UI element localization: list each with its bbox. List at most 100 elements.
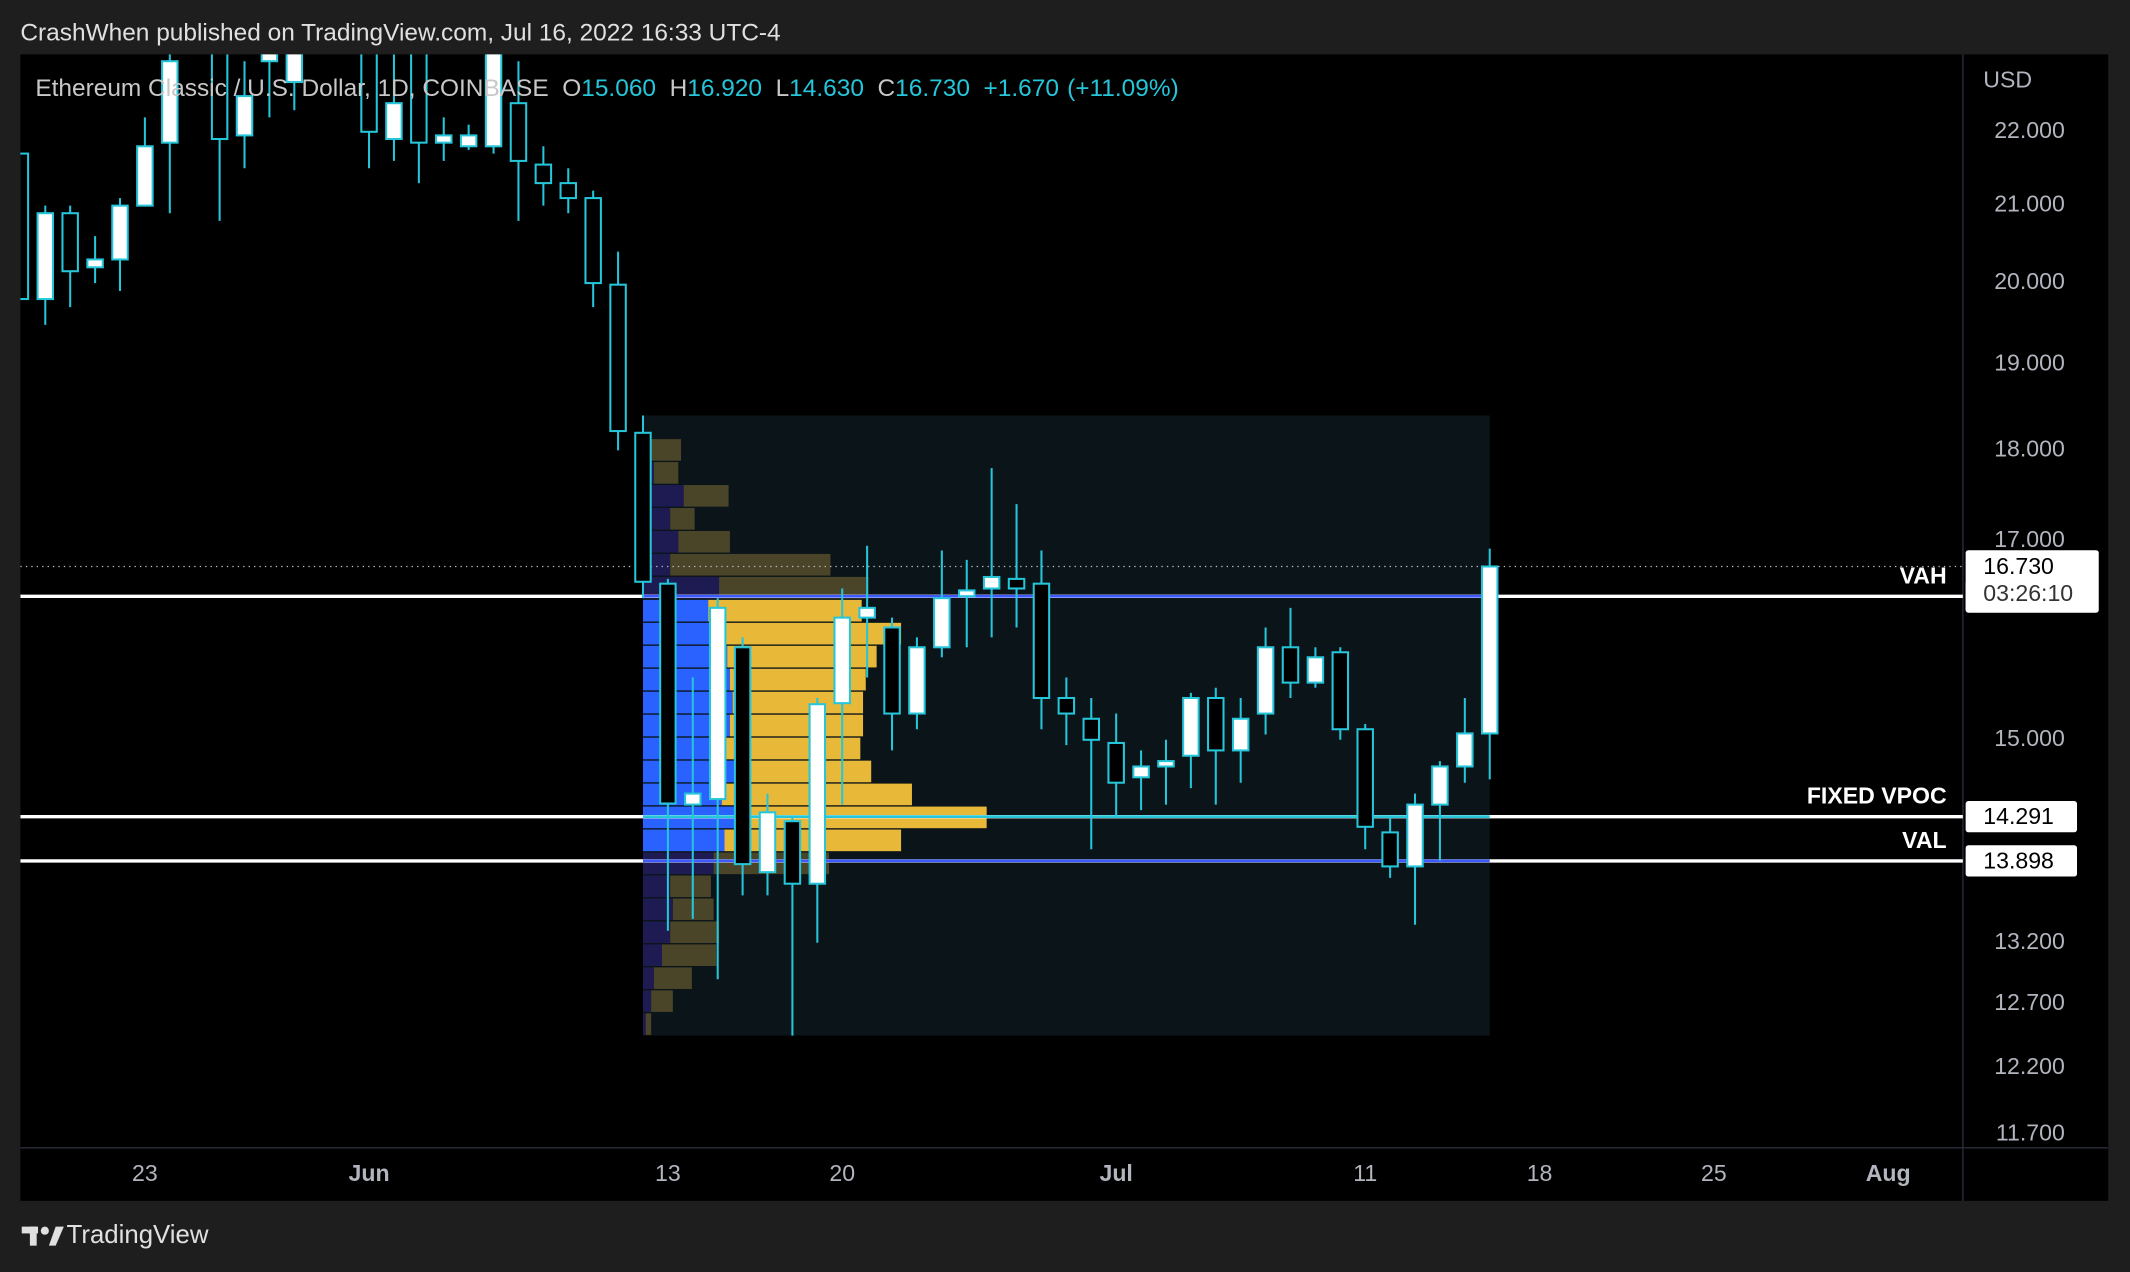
candle-body [509,102,528,162]
candle-body [659,582,677,805]
profile-up [642,829,725,852]
candle-body [733,646,752,866]
candle-body [1007,577,1026,590]
x-tick-label: 11 [1353,1160,1377,1186]
candle-body [1057,696,1076,715]
profile-up [642,967,654,989]
legend-value: 16.730 [895,75,970,102]
overlay: USD Ethereum Classic / U.S. Dollar, 1D, … [35,67,2099,1186]
candle-body [1182,696,1200,757]
publisher: CrashWhen published on TradingView.com, … [20,19,780,46]
legend-value: 16.920 [687,75,762,102]
candle-body [559,182,578,200]
candle-body [609,283,627,433]
candle-body [783,820,802,885]
level-name: FIXED VPOC [1807,783,1947,809]
candle-body [1032,582,1051,700]
profile-up [642,1013,646,1035]
profile-down [651,990,673,1012]
candle-body [1331,651,1350,731]
x-tick-label: 25 [1701,1160,1727,1186]
candle-body [61,212,79,273]
candle-body [1406,803,1424,868]
candle-body [982,575,1001,590]
candle-body [808,703,827,885]
level-name: VAL [1902,827,1946,853]
legend-change-pct: (+11.09%) [1067,75,1179,102]
profile-down [653,967,692,989]
price-badge [1965,845,2078,877]
level-name: VAH [1900,562,1947,588]
x-tick-label: 18 [1527,1160,1553,1186]
plot [20,54,1963,1036]
candle-body [360,54,378,133]
profile-down [670,875,711,898]
last-price: 16.730 [1983,553,2054,579]
profile-down [732,691,864,714]
y-tick-label: 20.000 [1994,268,2065,294]
candle-body [584,197,602,285]
x-tick-label: Jul [1099,1160,1132,1186]
profile-up [642,875,671,898]
candle-body [161,60,179,144]
symbol-title: Ethereum Classic / U.S. Dollar, 1D, COIN… [35,75,548,102]
candle-body [534,163,553,185]
legend-key: L [776,75,790,102]
candle-body [1480,565,1499,735]
profile-up [642,852,714,875]
price-badge [1965,801,2078,833]
candle-body [1231,717,1250,752]
candle-body [410,54,428,144]
countdown: 03:26:10 [1983,580,2073,606]
profile-down [645,1013,652,1035]
profile-up [642,622,711,645]
candle-body [933,597,951,649]
candle-body [1132,765,1150,779]
profile-down [735,760,872,783]
last-price-badge [1965,550,2099,613]
candle-body [1256,646,1275,715]
profile-down [670,921,720,944]
x-tick-label: 23 [132,1160,158,1186]
legend-key: H [670,75,688,102]
y-tick-label: 13.200 [1994,928,2065,954]
x-tick-label: 13 [655,1160,681,1186]
y-tick-label: 19.000 [1994,350,2065,376]
x-tick-label: Aug [1866,1160,1911,1186]
candle-body [758,811,777,874]
y-tick-label: 15.000 [1994,725,2065,751]
candle-body [111,204,129,261]
candle-body [1281,646,1300,684]
candle-body [1381,831,1399,868]
y-tick-label: 11.700 [1996,1119,2065,1145]
profile-down [670,553,831,576]
candle-body [1082,717,1101,741]
candle-body [1431,765,1449,806]
profile-down [708,599,862,622]
candle-body [908,646,926,715]
profile-down [719,576,869,599]
candle-body [20,152,30,301]
y-tick-label: 12.700 [1994,989,2065,1015]
candle-body [958,589,976,598]
y-tick-label: 21.000 [1994,191,2065,217]
legend-change: +1.670 [984,75,1059,102]
profile-up [642,530,679,553]
profile-down [683,485,729,507]
profile-up [642,944,663,967]
profile-up [642,898,673,921]
profile-down [724,737,861,760]
candle-body [136,145,154,207]
candle-body [858,606,876,619]
profile-up [642,485,684,507]
legend-key: C [878,75,896,102]
candle-body [883,626,901,715]
candle-body [484,54,503,148]
brand: TradingView [67,1221,209,1249]
x-tick-label: 20 [829,1160,855,1186]
candle-body [1207,696,1225,752]
candle-body [210,54,229,141]
legend-value: 15.060 [581,75,656,102]
profile-down [670,508,695,530]
x-tick-label: Jun [349,1160,390,1186]
